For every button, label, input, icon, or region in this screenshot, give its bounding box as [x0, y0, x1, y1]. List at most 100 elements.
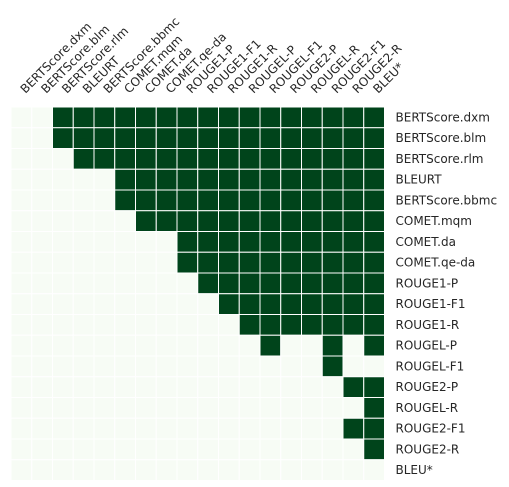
heatmap-cell-r15-c9	[197, 417, 219, 440]
heatmap-cell-r0-c4	[93, 106, 116, 129]
heatmap-cell-r7-c1	[31, 251, 53, 274]
heatmap-cell-r9-c8	[176, 293, 199, 315]
heatmap-cell-r13-c11	[238, 376, 261, 398]
heatmap-cell-r9-c16	[342, 293, 365, 315]
heatmap-cell-r9-c5	[114, 293, 136, 315]
heatmap-cell-r2-c6	[135, 148, 157, 170]
heatmap-cell-r2-c9	[197, 148, 219, 170]
heatmap-cell-r2-c8	[176, 148, 199, 170]
heatmap-cell-r14-c15	[321, 397, 344, 419]
heatmap-cell-r15-c11	[238, 417, 261, 440]
heatmap-cell-r12-c4	[93, 355, 116, 378]
heatmap-cell-r6-c7	[155, 231, 178, 253]
heatmap-cell-r14-c13	[280, 397, 302, 419]
heatmap-cell-r5-c16	[342, 210, 365, 232]
heatmap-cell-r0-c0	[10, 106, 33, 129]
heatmap-cell-r4-c16	[342, 189, 365, 212]
heatmap-cell-r13-c9	[197, 376, 219, 398]
heatmap-cell-r4-c2	[52, 189, 74, 212]
heatmap-cell-r5-c12	[259, 210, 282, 232]
heatmap-cell-r7-c15	[321, 251, 344, 274]
heatmap-cell-r12-c0	[10, 355, 33, 378]
heatmap-cell-r13-c1	[31, 376, 53, 398]
heatmap-cell-r10-c14	[301, 314, 323, 336]
heatmap-cell-r1-c8	[176, 127, 199, 149]
heatmap-cell-r0-c11	[238, 106, 261, 129]
heatmap-cell-r17-c16	[342, 459, 365, 481]
heatmap-cell-r0-c10	[218, 106, 240, 129]
heatmap-cell-r4-c5	[114, 189, 136, 212]
heatmap-cell-r14-c5	[114, 397, 136, 419]
heatmap-cell-r0-c3	[72, 106, 95, 129]
heatmap-cell-r10-c16	[342, 314, 365, 336]
heatmap-cell-r15-c17	[363, 417, 385, 440]
heatmap-cell-r14-c2	[52, 397, 74, 419]
heatmap-cell-r12-c11	[238, 355, 261, 378]
heatmap-cell-r11-c3	[72, 334, 95, 357]
heatmap-cell-r8-c15	[321, 272, 344, 295]
heatmap-cell-r11-c8	[176, 334, 199, 357]
heatmap-cell-r11-c16	[342, 334, 365, 357]
heatmap-cell-r9-c15	[321, 293, 344, 315]
y-tick-label: ROUGE1-P	[396, 276, 459, 290]
y-tick-label: ROUGE1-R	[396, 318, 460, 332]
heatmap-cell-r8-c0	[10, 272, 33, 295]
heatmap-cell-r17-c11	[238, 459, 261, 481]
heatmap-cell-r5-c0	[10, 210, 33, 232]
heatmap-cell-r17-c6	[135, 459, 157, 481]
heatmap-cell-r15-c7	[155, 417, 178, 440]
heatmap-cell-r11-c6	[135, 334, 157, 357]
heatmap-cell-r4-c4	[93, 189, 116, 212]
heatmap-cell-r17-c1	[31, 459, 53, 481]
heatmap-cell-r1-c5	[114, 127, 136, 149]
heatmap-cell-r12-c9	[197, 355, 219, 378]
heatmap-cell-r2-c17	[363, 148, 385, 170]
heatmap-cell-r13-c8	[176, 376, 199, 398]
heatmap-cell-r0-c9	[197, 106, 219, 129]
heatmap-cell-r8-c2	[52, 272, 74, 295]
heatmap-cell-r5-c2	[52, 210, 74, 232]
heatmap-cell-r17-c15	[321, 459, 344, 481]
heatmap-cell-r17-c17	[363, 459, 385, 481]
heatmap-cell-r13-c7	[155, 376, 178, 398]
y-tick-label: BLEURT	[396, 173, 443, 187]
heatmap-cell-r1-c15	[321, 127, 344, 149]
heatmap-cells	[10, 106, 385, 481]
heatmap-cell-r8-c1	[31, 272, 53, 295]
heatmap-cell-r3-c12	[259, 168, 282, 191]
heatmap-cell-r15-c0	[10, 417, 33, 440]
heatmap-cell-r9-c6	[135, 293, 157, 315]
heatmap-cell-r14-c14	[301, 397, 323, 419]
heatmap-cell-r16-c0	[10, 438, 33, 461]
heatmap-cell-r3-c17	[363, 168, 385, 191]
y-tick-label: BERTScore.blm	[396, 131, 487, 145]
heatmap-cell-r5-c17	[363, 210, 385, 232]
heatmap-cell-r9-c11	[238, 293, 261, 315]
heatmap-cell-r9-c12	[259, 293, 282, 315]
heatmap-cell-r12-c14	[301, 355, 323, 378]
heatmap-cell-r4-c8	[176, 189, 199, 212]
y-tick-label: BERTScore.bbmc	[396, 193, 498, 207]
heatmap-cell-r17-c9	[197, 459, 219, 481]
heatmap-cell-r17-c0	[10, 459, 33, 481]
heatmap-cell-r9-c4	[93, 293, 116, 315]
heatmap-cell-r17-c12	[259, 459, 282, 481]
heatmap-cell-r0-c17	[363, 106, 385, 129]
heatmap-cell-r7-c5	[114, 251, 136, 274]
heatmap-cell-r5-c11	[238, 210, 261, 232]
heatmap-cell-r2-c10	[218, 148, 240, 170]
heatmap-cell-r17-c8	[176, 459, 199, 481]
heatmap-cell-r2-c3	[72, 148, 95, 170]
heatmap-cell-r11-c10	[218, 334, 240, 357]
heatmap-cell-r0-c16	[342, 106, 365, 129]
heatmap-cell-r11-c11	[238, 334, 261, 357]
heatmap-cell-r11-c7	[155, 334, 178, 357]
heatmap-cell-r13-c5	[114, 376, 136, 398]
heatmap-cell-r8-c14	[301, 272, 323, 295]
heatmap-cell-r5-c15	[321, 210, 344, 232]
y-tick-label: COMET.mqm	[396, 214, 472, 228]
heatmap-cell-r6-c17	[363, 231, 385, 253]
heatmap-cell-r13-c14	[301, 376, 323, 398]
heatmap-cell-r11-c1	[31, 334, 53, 357]
heatmap-cell-r15-c4	[93, 417, 116, 440]
